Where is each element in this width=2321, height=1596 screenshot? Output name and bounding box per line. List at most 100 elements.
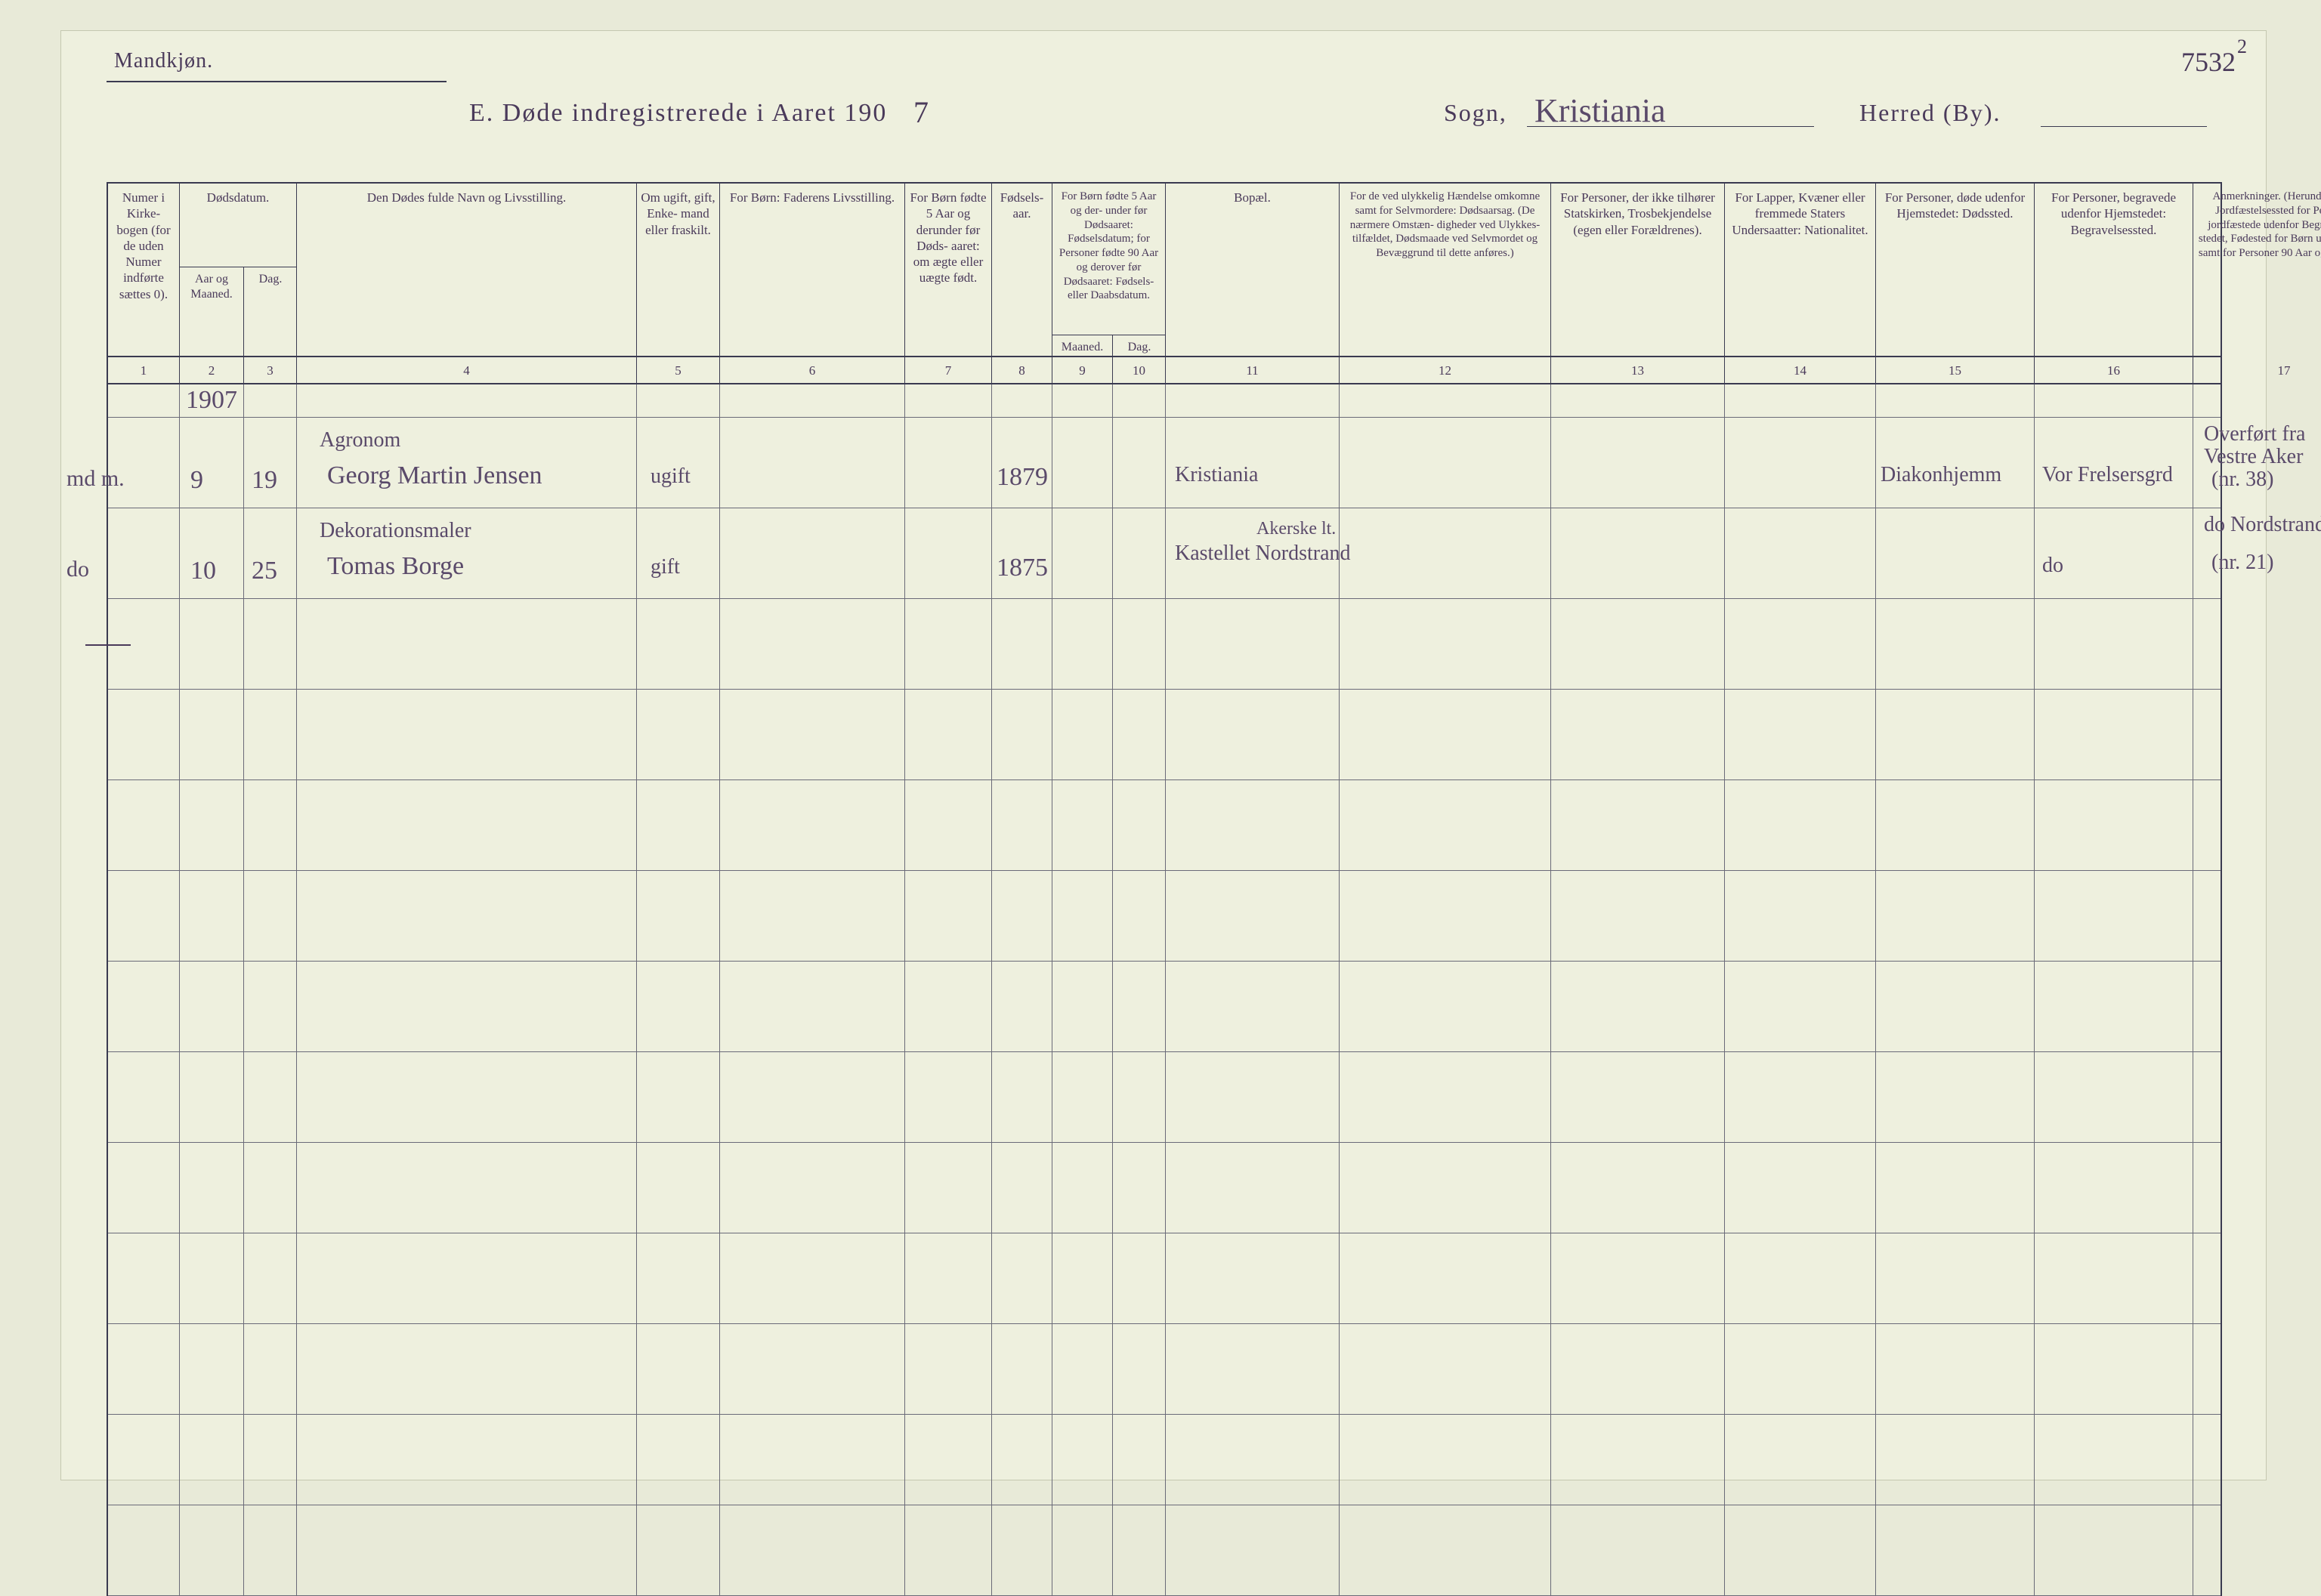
cell (1876, 1415, 2035, 1505)
empty-row (108, 1052, 2221, 1143)
cell (244, 1143, 297, 1233)
empty-row (108, 1143, 2221, 1233)
cell (1340, 871, 1551, 961)
remark-top: Overført fra (2204, 422, 2305, 446)
cell (180, 1415, 244, 1505)
cell (1052, 780, 1113, 870)
cell (720, 418, 905, 508)
cell (720, 599, 905, 689)
cell (1340, 418, 1551, 508)
cell (637, 599, 720, 689)
cell (1876, 962, 2035, 1051)
cell (180, 418, 244, 508)
cell (297, 1505, 637, 1595)
cell (244, 1324, 297, 1414)
cell (992, 962, 1052, 1051)
cell (1166, 599, 1340, 689)
cell (1725, 1233, 1876, 1323)
colnum-2: 2 (180, 357, 244, 383)
burial-hand: Vor Frelsersgrd (2042, 463, 2173, 487)
gender-label: Mandkjøn. (114, 49, 213, 73)
cell (905, 1415, 992, 1505)
cell (108, 1505, 180, 1595)
cell (2035, 780, 2193, 870)
cell (297, 1143, 637, 1233)
cell (108, 384, 180, 417)
cell (1876, 1052, 2035, 1142)
cell (2193, 1415, 2321, 1505)
cell (1052, 418, 1113, 508)
cell (1876, 1324, 2035, 1414)
cell (905, 871, 992, 961)
table-body: 1907 md m. 9 19 Agronom Georg Martin Jen… (108, 384, 2221, 1596)
cell (992, 690, 1052, 779)
cell (297, 384, 637, 417)
colnum-1: 1 (108, 357, 180, 383)
cell (244, 871, 297, 961)
cell (1551, 780, 1725, 870)
name-hand: Tomas Borge (327, 552, 464, 581)
hdr-c6: For Børn: Faderens Livsstilling. (720, 184, 905, 356)
sogn-value: Kristiania (1534, 91, 1666, 130)
cell (1551, 962, 1725, 1051)
cell (2193, 1233, 2321, 1323)
cell (108, 418, 180, 508)
cell (2193, 1143, 2321, 1233)
cell (637, 418, 720, 508)
gender-underline (107, 81, 447, 82)
cell (992, 384, 1052, 417)
hdr-c13: For Personer, der ikke tilhører Statskir… (1551, 184, 1725, 356)
hdr-c12: For de ved ulykkelig Hændelse omkomne sa… (1340, 184, 1551, 356)
cell (2193, 871, 2321, 961)
colnum-4: 4 (297, 357, 637, 383)
cell (992, 780, 1052, 870)
cell (905, 599, 992, 689)
month-hand: 9 (190, 466, 203, 495)
cell (1551, 1505, 1725, 1595)
margin-note: md m. (66, 466, 125, 492)
occupation-hand: Dekorationsmaler (320, 519, 471, 543)
cell (1876, 690, 2035, 779)
cell (905, 780, 992, 870)
cell (244, 1233, 297, 1323)
cell (1725, 871, 1876, 961)
cell (637, 962, 720, 1051)
cell (2035, 871, 2193, 961)
cell (1166, 1052, 1340, 1142)
cell (1052, 599, 1113, 689)
cell (720, 1415, 905, 1505)
cell (1166, 962, 1340, 1051)
cell (1725, 418, 1876, 508)
register-table: Numer i Kirke- bogen (for de uden Numer … (107, 182, 2222, 1596)
cell (2193, 690, 2321, 779)
cell (297, 962, 637, 1051)
cell (2193, 1324, 2321, 1414)
cell (992, 1324, 1052, 1414)
cell (297, 780, 637, 870)
cell (1725, 1143, 1876, 1233)
hdr-c14: For Lapper, Kvæner eller fremmede Stater… (1725, 184, 1876, 356)
cell (2193, 780, 2321, 870)
cell (637, 1415, 720, 1505)
hdr-c2a: Aar og Maaned. (180, 267, 244, 357)
cell (1113, 418, 1166, 508)
residence-sup: Akerske lt. (1256, 519, 1336, 539)
cell (992, 1505, 1052, 1595)
cell (180, 1505, 244, 1595)
corner-number: 7532 (2181, 46, 2236, 78)
hdr-c15: For Personer, døde udenfor Hjemstedet: D… (1876, 184, 2035, 356)
remark-mid: Vestre Aker (2204, 445, 2303, 469)
empty-row (108, 780, 2221, 871)
cell (297, 690, 637, 779)
cell (637, 508, 720, 598)
cell (1876, 508, 2035, 598)
cell (1725, 962, 1876, 1051)
cell (244, 962, 297, 1051)
cell (1876, 1233, 2035, 1323)
hdr-c1: Numer i Kirke- bogen (for de uden Numer … (108, 184, 180, 356)
herred-label: Herred (By). (1859, 99, 2001, 127)
colnum-16: 16 (2035, 357, 2193, 383)
cell (1166, 871, 1340, 961)
cell (905, 508, 992, 598)
empty-row (108, 690, 2221, 780)
